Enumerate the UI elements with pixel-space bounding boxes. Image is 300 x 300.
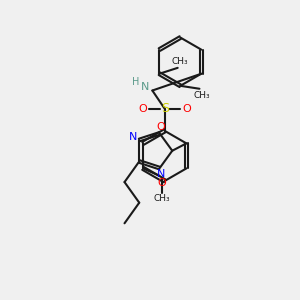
Text: O: O — [139, 104, 147, 114]
Text: O: O — [157, 122, 166, 133]
Text: CH₃: CH₃ — [153, 194, 170, 203]
Text: H: H — [133, 77, 140, 87]
Text: N: N — [141, 82, 149, 92]
Text: O: O — [182, 104, 191, 114]
Text: S: S — [161, 102, 169, 115]
Text: O: O — [157, 178, 166, 188]
Text: N: N — [157, 169, 165, 179]
Text: CH₃: CH₃ — [171, 57, 188, 66]
Text: N: N — [129, 132, 137, 142]
Text: CH₃: CH₃ — [193, 91, 210, 100]
